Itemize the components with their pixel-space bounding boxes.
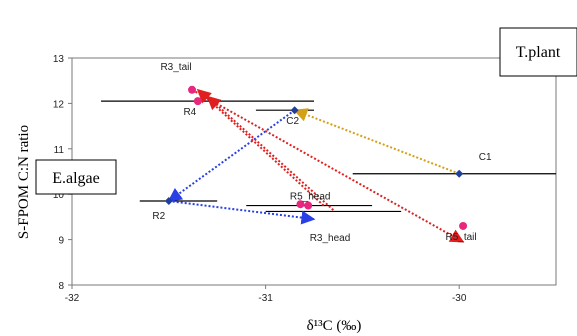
trend-arrow [206, 95, 335, 211]
data-point-circle [296, 200, 305, 209]
y-tick-label: 11 [54, 145, 65, 156]
point-label: R3_head [310, 233, 351, 244]
x-axis-title: δ¹³C (‰) [307, 318, 362, 334]
point-label: R5_tail [446, 232, 477, 243]
data-point-circle [193, 97, 202, 106]
data-point-diamond [290, 106, 299, 115]
point-label: C1 [479, 152, 492, 163]
x-axis-ticks: -32 -31 -30 [65, 285, 467, 304]
plot-area [71, 57, 557, 286]
x-tick-label: -32 [65, 293, 80, 304]
point-label: R5_head [290, 192, 331, 203]
point-labels: C1 C2 R2 R3_tail R4 R5_head R3_head R5_tail [152, 62, 492, 244]
y-axis-title: S-FPOM C:N ratio [16, 125, 32, 239]
data-point-circle [304, 201, 313, 210]
trend-arrow [196, 88, 325, 207]
trend-arrow [168, 200, 316, 225]
point-label: R2 [152, 211, 165, 222]
trend-arrow [293, 108, 460, 175]
ealgae-reference-box: E.algae [35, 159, 117, 195]
tplant-reference-box: T.plant [499, 27, 577, 77]
x-tick-label: -30 [452, 293, 467, 304]
y-tick-label: 9 [58, 236, 64, 247]
trend-arrow [167, 109, 296, 202]
data-point-diamond [164, 197, 173, 206]
tplant-label: T.plant [516, 44, 561, 61]
ealgae-label: E.algae [52, 170, 100, 187]
y-tick-label: 10 [53, 190, 65, 201]
y-tick-label: 8 [58, 281, 64, 292]
trend-arrow [191, 88, 465, 243]
point-label: R3_tail [160, 62, 191, 73]
x-tick-label: -31 [258, 293, 273, 304]
point-label: C2 [286, 116, 299, 127]
data-point-circle [188, 85, 197, 94]
data-points [164, 85, 468, 230]
y-tick-label: 12 [53, 99, 65, 110]
y-tick-label: 13 [53, 54, 65, 65]
trend-arrows [167, 88, 465, 243]
data-point-circle [459, 221, 468, 230]
y-axis-ticks: 8 9 10 11 12 13 [53, 54, 72, 292]
data-point-diamond [455, 169, 464, 178]
point-label: R4 [183, 107, 196, 118]
